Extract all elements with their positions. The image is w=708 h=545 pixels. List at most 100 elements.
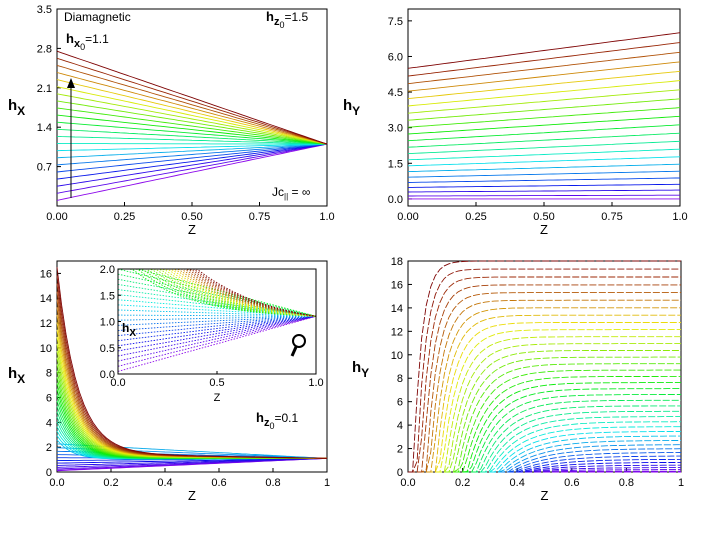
y-tick-label: 3.0 (388, 123, 403, 135)
series-line (56, 143, 327, 145)
series-line (408, 284, 681, 473)
inset-series-line (117, 315, 317, 362)
series-line (407, 148, 681, 161)
y-tick-label: 16 (391, 279, 403, 291)
x-tick-label: 0.0 (49, 477, 64, 489)
series-line (408, 394, 681, 473)
inset-chart: 0.0 0.5 1.0 0.0 0.5 1.0 1.5 2.0 ZhX (100, 264, 324, 404)
magnifier-icon (290, 334, 306, 357)
x-tick-label: 0.75 (601, 211, 622, 223)
series-line (56, 114, 328, 145)
inset-y-tick-label: 0.5 (100, 343, 115, 355)
y-tick-label: 8 (46, 368, 52, 380)
series-line (408, 356, 681, 473)
inset-series-line (117, 315, 317, 367)
series-line (56, 128, 328, 145)
series-line (408, 431, 681, 473)
series-line (407, 51, 681, 85)
x-tick-label: 0.4 (157, 477, 172, 489)
inset-series-line (117, 315, 317, 357)
y-tick-label: 10 (40, 343, 52, 355)
series-line (408, 448, 682, 473)
y-tick-label: 6 (46, 393, 52, 405)
series-line (408, 375, 681, 473)
y-tick-label: 0.7 (37, 162, 52, 174)
series-line (408, 268, 681, 473)
series-line (56, 57, 328, 145)
series-line (56, 267, 327, 459)
x-tick-label: 0.25 (465, 211, 486, 223)
series-line (407, 177, 680, 183)
x-tick-label: 1 (678, 477, 684, 489)
panel-bottom-left: 0.0 0.2 0.4 0.6 0.8 10246810121416hXZhz0=0.10… (8, 260, 330, 503)
inset-series-line (117, 315, 317, 342)
series-line (56, 143, 328, 166)
x-tick-label: 0.00 (397, 211, 418, 223)
series-line (56, 143, 328, 194)
y-tick-label: 16 (40, 268, 52, 280)
inset-x-tick-label: 0.0 (110, 377, 125, 389)
series-line (408, 194, 680, 197)
series-line (56, 143, 328, 180)
series-line (56, 107, 328, 145)
x-tick-label: 0.2 (103, 477, 118, 489)
x-tick-label: 0.2 (455, 477, 470, 489)
series-line (407, 140, 681, 155)
x-axis-label: Z (188, 488, 196, 503)
panel-top-left: 0.00 0.25 0.50 0.75 1.0 0.7 1.4 2.1 2.8 3.5 hX Z Dia… (8, 4, 335, 237)
series-line (56, 143, 328, 187)
series-line (56, 86, 328, 145)
x-tick-label: 1.0 (319, 211, 334, 223)
series-line (408, 343, 681, 473)
hz0-label: hz0=1.5 (266, 9, 308, 30)
inset-series-line (118, 314, 317, 317)
series-line (408, 322, 681, 473)
inset-series-line (117, 278, 317, 317)
y-tick-label: 8 (397, 373, 403, 385)
y-tick-label: 0.0 (388, 194, 403, 206)
series-line (407, 107, 681, 128)
y-tick-label: 2.1 (37, 83, 52, 95)
series-line (56, 72, 328, 145)
series-line (56, 143, 328, 159)
hz0-label: hz0=0.1 (256, 410, 298, 431)
inset-series-line (117, 283, 317, 317)
series-line (408, 307, 681, 473)
series-line (408, 336, 681, 473)
y-tick-label: 12 (40, 318, 52, 330)
series-line (407, 156, 681, 167)
series-line (407, 42, 681, 77)
series-line (407, 115, 681, 135)
inset-series-line (117, 309, 317, 317)
y-tick-label: 2 (46, 442, 52, 454)
y-axis-label: hY (343, 97, 360, 118)
series-line (56, 121, 328, 145)
series-line (56, 143, 328, 152)
series-line (408, 276, 681, 473)
inset-series-line (117, 315, 317, 326)
y-tick-label: 12 (391, 326, 403, 338)
inset-x-label: Z (214, 392, 221, 404)
inset-background (118, 269, 316, 374)
series-line (56, 143, 328, 173)
y-tick-label: 0 (46, 467, 52, 479)
inset-series-line (118, 268, 317, 317)
series-line (407, 32, 681, 69)
y-tick-label: 4 (46, 417, 52, 429)
y-tick-label: 10 (391, 350, 403, 362)
panel-top-right: 0.00 0.25 0.50 0.75 1.0 0.0 1.5 3.0 4.5 6.0 7.5 hY Z (343, 8, 688, 237)
arrow-head (67, 78, 75, 88)
x-tick-label: 0.0 (400, 477, 415, 489)
y-tick-label: 4.5 (388, 87, 403, 99)
inset-y-tick-label: 2.0 (100, 264, 115, 276)
x-axis-label: Z (541, 488, 549, 503)
x-tick-label: 1.0 (672, 211, 687, 223)
inset-y-label: hX (122, 321, 136, 339)
series-line (56, 79, 328, 145)
y-tick-label: 14 (391, 303, 403, 315)
series-line (407, 163, 681, 173)
inset-series-line (117, 268, 317, 317)
series-line (408, 183, 680, 188)
x-tick-label: 0.4 (510, 477, 525, 489)
